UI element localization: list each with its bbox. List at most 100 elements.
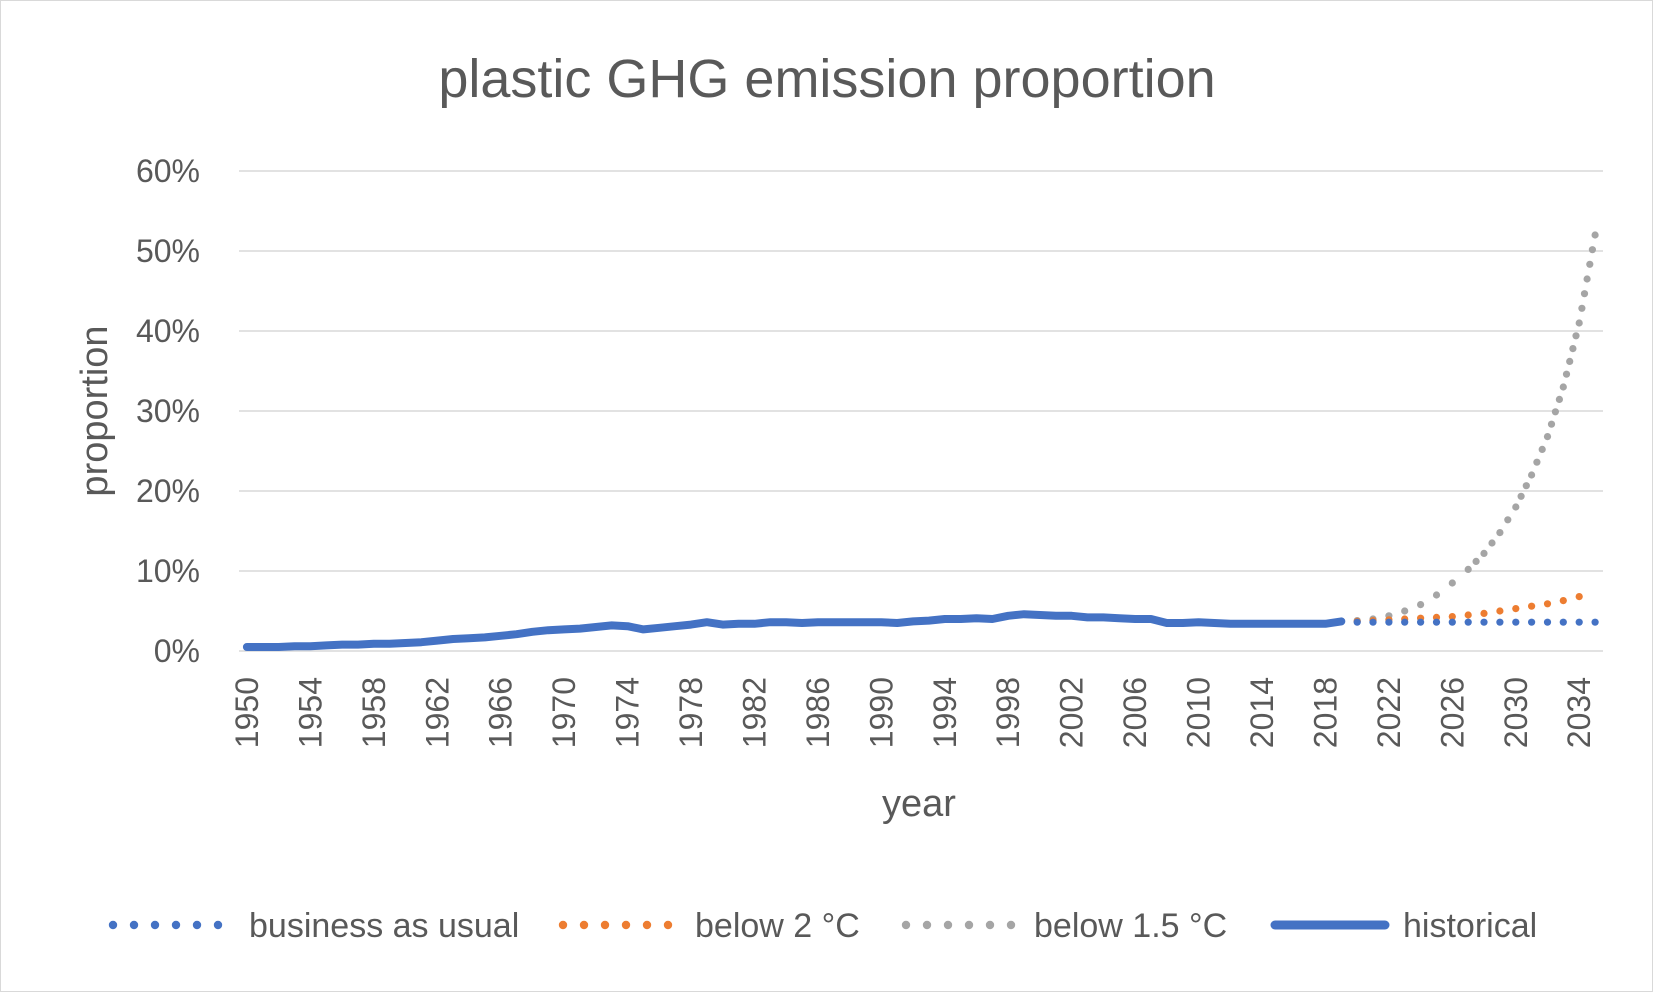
series-dot <box>1488 539 1496 547</box>
legend-item: business as usual <box>108 907 519 945</box>
legend-swatch-dot <box>108 920 118 930</box>
series-dot <box>1464 611 1472 619</box>
legend-swatch-dot <box>129 920 139 930</box>
x-tick-label: 2014 <box>1244 677 1280 748</box>
series-dot <box>1512 618 1520 626</box>
legend-label: below 1.5 °C <box>1034 907 1227 945</box>
x-tick-label: 2026 <box>1434 677 1470 748</box>
x-axis-title: year <box>882 783 956 825</box>
grid-layer <box>239 170 1603 652</box>
series-dot <box>1369 618 1377 626</box>
legend-swatch-dot <box>964 920 974 930</box>
x-tick-label: 2018 <box>1307 677 1343 748</box>
x-tick-label: 1970 <box>546 677 582 748</box>
series-dot <box>1572 332 1580 340</box>
x-tick-label: 1966 <box>483 677 519 748</box>
series-dot <box>1575 618 1583 626</box>
x-tick-label: 2006 <box>1117 677 1153 748</box>
series-dot <box>1538 445 1546 453</box>
legend-swatch-dot <box>663 920 673 930</box>
series-dot <box>1480 549 1488 558</box>
y-axis-ticks: 0% 10% 20% 30% 40% 50% 60% <box>136 153 200 669</box>
series-dot <box>1533 458 1541 466</box>
legend-swatch-dot <box>150 920 160 930</box>
x-tick-label: 2022 <box>1371 677 1407 748</box>
legend-label: business as usual <box>249 907 519 945</box>
series-dot <box>1496 607 1504 615</box>
series-dot <box>1528 471 1536 479</box>
series-dot <box>1551 408 1559 416</box>
series-dot <box>1472 557 1480 566</box>
y-tick-label: 20% <box>136 473 200 509</box>
x-tick-label: 2002 <box>1054 677 1090 748</box>
chart-title: plastic GHG emission proportion <box>438 49 1215 109</box>
series-dot <box>1496 618 1504 626</box>
y-tick-label: 10% <box>136 553 200 589</box>
x-tick-label: 1974 <box>610 677 646 748</box>
series-dot <box>1448 579 1456 587</box>
series-dot <box>1517 492 1525 500</box>
series-dot <box>1385 618 1393 626</box>
series-dot <box>1401 607 1409 615</box>
series-dot <box>1583 275 1591 283</box>
series-dot <box>1559 597 1567 605</box>
y-axis-title: proportion <box>74 325 116 496</box>
x-tick-label: 1950 <box>229 677 265 748</box>
x-tick-label: 1954 <box>292 677 328 748</box>
legend-swatch-dot <box>985 920 995 930</box>
y-tick-label: 60% <box>136 153 200 189</box>
series-dot <box>1562 370 1571 378</box>
series-dot <box>1559 383 1567 391</box>
x-tick-label: 1982 <box>736 677 772 748</box>
x-tick-label: 1994 <box>927 677 963 748</box>
x-tick-label: 1958 <box>356 677 392 748</box>
legend-swatch-dot <box>192 920 202 930</box>
historical-line <box>242 610 1346 651</box>
x-tick-label: 1998 <box>990 677 1026 748</box>
series-below-1-5-c <box>1337 231 1599 626</box>
legend-item: below 2 °C <box>558 907 860 945</box>
series-dot <box>1559 618 1567 626</box>
series-dot <box>1504 516 1512 524</box>
series-dot <box>1353 618 1361 626</box>
series-dot <box>1569 345 1577 353</box>
series-dot <box>1555 395 1563 403</box>
series-dot <box>1586 260 1594 268</box>
series-dot <box>1432 618 1441 626</box>
series-dot <box>1448 618 1456 626</box>
legend-label: below 2 °C <box>695 907 860 945</box>
legend-swatch-dot <box>1006 920 1016 930</box>
series-dot <box>1417 618 1425 626</box>
legend-swatch-dot <box>922 920 932 930</box>
series-dot <box>1580 290 1589 298</box>
legend-item: below 1.5 °C <box>901 907 1227 945</box>
y-tick-label: 40% <box>136 313 200 349</box>
y-tick-label: 0% <box>154 633 200 669</box>
series-dot <box>1432 591 1441 599</box>
legend: business as usual below 2 °C below 1.5 °C h… <box>108 907 1537 945</box>
x-tick-label: 1978 <box>673 677 709 748</box>
series-dot <box>1480 618 1488 626</box>
series-layer <box>242 231 1599 651</box>
series-dot <box>1417 601 1425 609</box>
series-dot <box>1528 618 1536 626</box>
series-historical <box>242 610 1346 651</box>
legend-item: historical <box>1270 907 1537 945</box>
legend-swatch-dot <box>901 920 911 930</box>
series-dot <box>1522 482 1530 490</box>
series-dot <box>1464 565 1472 574</box>
series-dot <box>1528 602 1536 610</box>
x-tick-label: 1990 <box>863 677 899 748</box>
y-tick-label: 50% <box>136 233 200 269</box>
series-dot <box>1588 246 1596 254</box>
legend-swatch-dot <box>943 920 953 930</box>
legend-swatch-dot <box>579 920 589 930</box>
legend-swatch-dot <box>213 920 223 930</box>
series-dot <box>1464 618 1472 626</box>
series-dot <box>1543 618 1552 626</box>
series-dot <box>1591 618 1599 626</box>
series-dot <box>1496 529 1504 537</box>
series-dot <box>1512 605 1520 613</box>
